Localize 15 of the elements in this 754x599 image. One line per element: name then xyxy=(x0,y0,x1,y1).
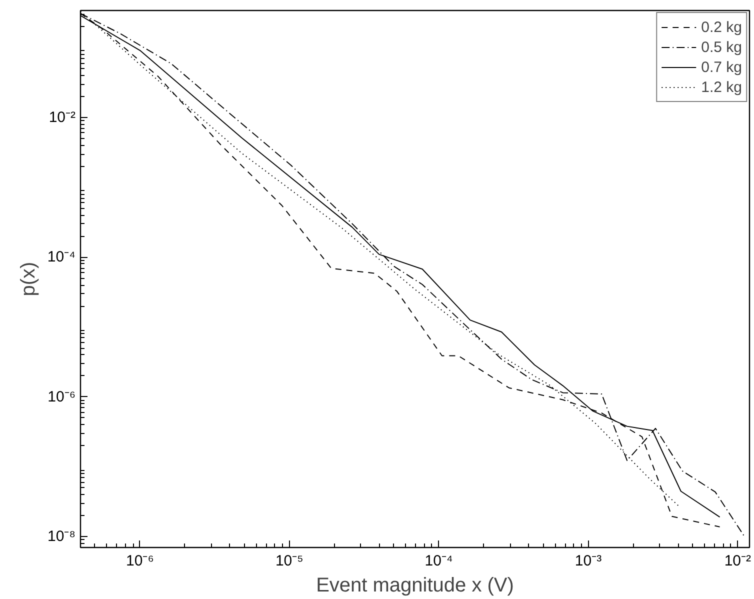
legend-label: 0.5 kg xyxy=(701,38,742,56)
y-tick-label: 10⁻² xyxy=(48,108,76,126)
y-tick-label: 10⁻⁴ xyxy=(47,248,76,266)
legend-label: 1.2 kg xyxy=(701,78,742,96)
x-tick-label: 10⁻³ xyxy=(574,552,602,570)
x-tick-label: 10⁻² xyxy=(724,552,752,570)
x-tick-label: 10⁻⁵ xyxy=(275,552,304,570)
x-tick-label: 10⁻⁴ xyxy=(424,552,453,570)
legend-label: 0.2 kg xyxy=(701,18,742,36)
x-tick-label: 10⁻⁶ xyxy=(126,552,154,570)
y-tick-label: 10⁻⁶ xyxy=(48,388,76,406)
legend-label: 0.7 kg xyxy=(701,58,742,76)
y-tick-label: 10⁻⁸ xyxy=(47,528,76,546)
y-axis-title: p(x) xyxy=(17,262,40,296)
x-axis-title: Event magnitude x (V) xyxy=(316,574,514,596)
